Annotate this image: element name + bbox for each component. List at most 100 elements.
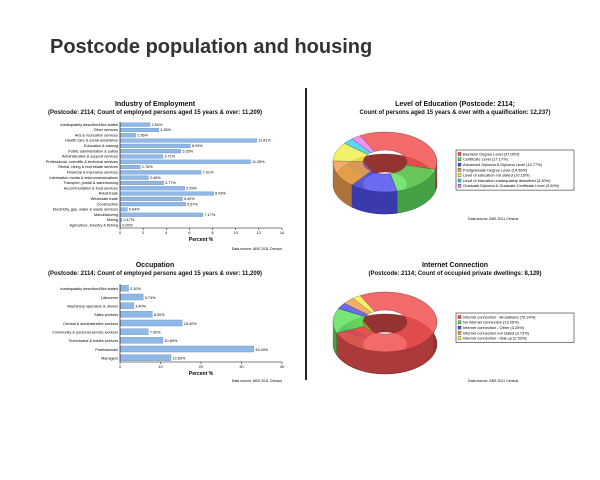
data-label: 5.67%: [187, 202, 198, 206]
internet-subtitle: (Postcode: 2114; Count of occupied priva…: [368, 271, 542, 277]
bar: [119, 328, 149, 335]
page-title: Postcode population and housing: [50, 36, 373, 58]
legend-item: Advanced Diploma & Diploma Level (14.77%…: [463, 162, 543, 167]
internet-chart: Internet connection - Broadband (76.24%)…: [332, 291, 575, 383]
x-tick-label: 0: [119, 231, 121, 235]
bar: [119, 127, 159, 132]
category-label: Retail trade: [99, 192, 118, 196]
bar: [119, 354, 172, 361]
x-tick-label: 0: [119, 365, 121, 369]
category-label: Public administration & safety: [68, 149, 118, 153]
category-label: Electricity, gas, water & waste services: [53, 208, 118, 212]
category-label: Clerical & administrative workers: [63, 322, 118, 326]
industry-subtitle: (Postcode: 2114; Count of employed perso…: [47, 110, 263, 116]
category-label: Inadequately described/Not stated: [60, 123, 118, 127]
data-label: 12.60%: [173, 357, 187, 361]
bar: [119, 186, 185, 191]
legend-item: Level of education not stated (10.16%): [463, 173, 530, 178]
data-source: Data source: ABS 2011 Census: [232, 379, 282, 383]
category-label: Other services: [94, 128, 119, 132]
data-label: 7.01%: [203, 171, 214, 175]
x-tick-label: 4: [165, 231, 167, 235]
bar: [119, 302, 134, 309]
legend-swatch: [457, 320, 462, 324]
category-label: Accommodation & food services: [64, 186, 118, 190]
bar: [119, 285, 129, 292]
data-label: 7.00%: [150, 331, 161, 335]
legend-swatch: [457, 168, 462, 172]
data-source: Data source: ABS 2011 Census: [232, 247, 282, 251]
legend-item: Internet connection not stated (3.73%): [463, 330, 530, 335]
legend-swatch: [457, 325, 462, 330]
bar: [119, 196, 183, 201]
bar: [119, 180, 164, 185]
category-label: Administrative & support services: [62, 155, 118, 159]
category-label: Machinery operators & drivers: [67, 305, 118, 309]
data-label: 2.46%: [150, 176, 161, 180]
legend-swatch: [457, 315, 462, 319]
legend-item: Postgraduate Degree Level (14.56%): [463, 167, 528, 172]
data-label: 5.40%: [184, 197, 195, 201]
x-tick-label: 10: [234, 231, 238, 235]
data-label: 0.17%: [123, 218, 134, 222]
x-tick-label: 8: [212, 231, 214, 235]
bar: [119, 159, 251, 164]
x-tick-label: 6: [188, 231, 190, 235]
x-tick-label: 12: [257, 231, 261, 235]
bar: [119, 293, 144, 301]
legend-swatch: [457, 336, 462, 340]
category-label: Professional, scientific & technical ser…: [46, 160, 118, 164]
legend-item: Graduate Diploma & Graduate Certificate …: [463, 183, 560, 188]
x-axis-label: Percent %: [189, 237, 214, 243]
data-label: 10.60%: [164, 339, 178, 343]
data-label: 5.59%: [186, 186, 197, 190]
legend-box: [455, 312, 575, 343]
x-tick-label: 2: [142, 231, 144, 235]
legend-swatch: [457, 152, 462, 156]
x-tick-label: 40: [280, 365, 284, 369]
occupation-subtitle: (Postcode: 2114; Count of employed perso…: [47, 271, 263, 277]
data-label: 7.17%: [204, 213, 215, 217]
occupation-panel: Occupation (Postcode: 2114; Count of emp…: [20, 262, 290, 278]
x-tick-label: 30: [239, 365, 243, 369]
data-label: 33.04%: [255, 348, 269, 352]
data-label: 8.00%: [154, 313, 165, 317]
education-panel: Level of Education (Postcode: 2114; Coun…: [320, 101, 590, 117]
legend-swatch: [457, 331, 462, 335]
industry-title: Industry of Employment: [114, 101, 196, 108]
bar: [119, 143, 191, 148]
legend-swatch: [457, 162, 462, 167]
occupation-chart: Inadequately described/Not stated 2.10% La…: [52, 284, 284, 383]
data-label: 3.77%: [165, 181, 176, 185]
legend-swatch: [457, 178, 462, 183]
industry-panel: Industry of Employment (Postcode: 2114; …: [20, 101, 290, 117]
category-label: Technicians & trades workers: [69, 339, 118, 343]
data-label: 3.71%: [164, 155, 175, 159]
data-label: 2.60%: [152, 123, 163, 127]
data-label: 1.76%: [142, 165, 153, 169]
category-label: Professionals: [95, 348, 118, 352]
data-label: 6.09%: [192, 144, 203, 148]
data-label: 15.40%: [184, 322, 198, 326]
legend-item: Certificate Level (17.17%): [463, 157, 508, 162]
bar: [119, 154, 164, 159]
category-label: Labourers: [101, 296, 118, 300]
industry-chart: Inadequately described/Not stated 2.60% Ot…: [46, 122, 284, 251]
category-label: Health care & social assistance: [65, 139, 118, 143]
category-label: Agriculture, forestry & fishing: [69, 224, 118, 228]
pie-slice: [352, 295, 375, 313]
bar: [119, 337, 164, 344]
category-label: Information media & telecommunications: [49, 176, 118, 180]
internet-title: Internet Connection: [421, 262, 489, 269]
data-source: Data source: ABS 2011 Census: [468, 379, 518, 383]
x-tick-label: 10: [158, 365, 162, 369]
bar: [119, 319, 183, 327]
data-label: 5.26%: [182, 149, 193, 153]
bar: [119, 202, 186, 207]
occupation-title: Occupation: [135, 262, 175, 269]
legend-swatch: [457, 184, 462, 188]
legend-item: Internet connection - Broadband (76.24%): [463, 314, 536, 319]
category-label: Community & personal service workers: [52, 331, 118, 335]
data-source: Data source: ABS 2011 Census: [468, 217, 518, 221]
data-label: 2.10%: [130, 287, 141, 291]
